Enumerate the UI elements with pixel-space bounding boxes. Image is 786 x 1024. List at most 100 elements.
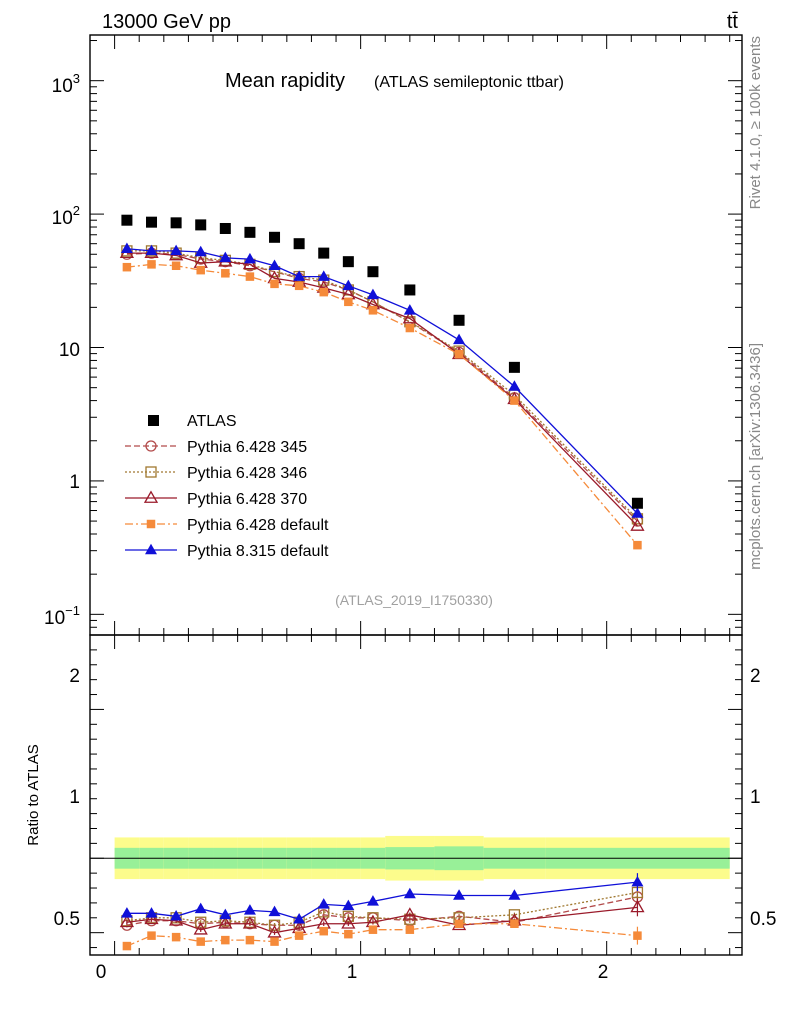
- ytick-label-1e2: 102: [52, 203, 80, 229]
- data-point: [318, 247, 330, 259]
- legend-symbol-atlas: [148, 415, 159, 426]
- ratio-point: [196, 937, 205, 946]
- ratio-series-line: [126, 923, 638, 947]
- main-point: [122, 262, 132, 272]
- ratio-frame: [89, 634, 743, 956]
- ratio-point: [120, 907, 133, 918]
- ratio-point: [221, 935, 230, 945]
- ytick-label-10: 10: [59, 340, 80, 361]
- ratio-point: [195, 916, 207, 928]
- legend-label-py6-345: Pythia 6.428 345: [187, 439, 307, 456]
- ratio-point: [218, 916, 233, 929]
- main-point: [631, 507, 644, 518]
- main-point: [402, 310, 417, 324]
- data-point: [631, 497, 643, 509]
- data-point: [367, 266, 379, 278]
- main-point: [147, 260, 156, 269]
- ratio-point: [270, 937, 279, 946]
- legend-label-py6-346: Pythia 6.428 346: [187, 465, 307, 482]
- ratio-point: [193, 922, 208, 935]
- ratio-series-line: [126, 881, 638, 920]
- ratio-point: [633, 931, 642, 940]
- data-point: [293, 238, 305, 250]
- main-series-line: [126, 250, 638, 520]
- mcplots-label: mcplots.cern.ch [arXiv:1306.3436]: [747, 343, 764, 570]
- legend-label-py6-370: Pythia 6.428 370: [187, 491, 307, 508]
- ratio-point: [366, 895, 379, 906]
- ratio-point: [293, 913, 306, 924]
- main-point: [145, 244, 158, 256]
- ratio-ylabel: Ratio to ATLAS: [25, 744, 42, 845]
- main-point: [242, 256, 258, 270]
- ratio-point: [342, 910, 354, 922]
- ratio-point: [194, 902, 207, 914]
- main-point: [453, 333, 466, 345]
- main-series-line: [126, 252, 638, 527]
- data-point: [219, 222, 231, 234]
- data-point: [146, 216, 158, 228]
- main-point: [294, 281, 304, 291]
- main-point: [194, 245, 207, 257]
- ratio-point: [243, 904, 256, 915]
- ratio-ytick-1-right: 1: [750, 787, 761, 808]
- ratio-ytick-2-right: 2: [750, 666, 761, 687]
- ratio-point: [368, 925, 378, 934]
- ratio-point: [119, 914, 135, 928]
- ratio-ytick-2-left: 2: [69, 666, 80, 687]
- ratio-point: [294, 931, 304, 940]
- process-label: tt̄: [727, 11, 739, 33]
- legend: [125, 415, 177, 555]
- main-point: [171, 261, 181, 271]
- xtick-0: 0: [96, 962, 107, 983]
- ratio-point: [402, 907, 417, 920]
- ratio-point: [405, 925, 415, 934]
- ratio-point: [630, 899, 645, 913]
- ratio-point: [122, 941, 132, 951]
- main-point: [268, 259, 281, 271]
- ratio-point: [342, 899, 355, 911]
- ratio-ytick-05-left: 0.5: [54, 909, 80, 930]
- main-point: [403, 304, 416, 315]
- main-point: [510, 396, 519, 405]
- ratio-ytick-1-left: 1: [69, 787, 80, 808]
- data-point: [170, 217, 182, 229]
- legend-symbol: [145, 543, 157, 555]
- main-point: [170, 244, 183, 256]
- ratio-point: [403, 887, 416, 899]
- data-point: [453, 314, 465, 326]
- main-point: [366, 288, 379, 300]
- ratio-point: [242, 916, 258, 929]
- ratio-point: [344, 929, 353, 939]
- ratio-point: [341, 916, 356, 929]
- legend-symbol: [143, 490, 159, 503]
- xtick-2: 2: [598, 962, 609, 983]
- main-point: [342, 279, 355, 291]
- ratio-point: [508, 889, 521, 900]
- main-point: [405, 323, 415, 333]
- ratio-ytick-05-right: 0.5: [750, 909, 776, 930]
- data-point: [508, 361, 520, 373]
- main-point: [219, 251, 232, 263]
- ratio-point: [171, 932, 181, 942]
- legend-label-py8-default: Pythia 8.315 default: [187, 543, 329, 560]
- ratio-point: [245, 935, 255, 945]
- analysis-watermark: (ATLAS_2019_I1750330): [335, 592, 493, 608]
- main-series: [119, 214, 645, 550]
- legend-symbol: [146, 519, 156, 529]
- ratio-point: [631, 875, 644, 887]
- ratio-point: [317, 898, 330, 909]
- main-point: [245, 272, 255, 281]
- ratio-point: [144, 911, 159, 925]
- legend-symbol: [145, 440, 157, 452]
- main-point: [293, 270, 306, 281]
- data-point: [404, 284, 416, 296]
- main-point: [630, 518, 645, 531]
- xtick-1: 1: [347, 962, 358, 983]
- data-point: [195, 219, 207, 231]
- ratio-point: [145, 907, 158, 918]
- data-point: [121, 214, 133, 226]
- chart-subtitle: (ATLAS semileptonic ttbar): [374, 74, 564, 91]
- legend-label-atlas: ATLAS: [187, 413, 237, 430]
- main-point: [344, 297, 353, 307]
